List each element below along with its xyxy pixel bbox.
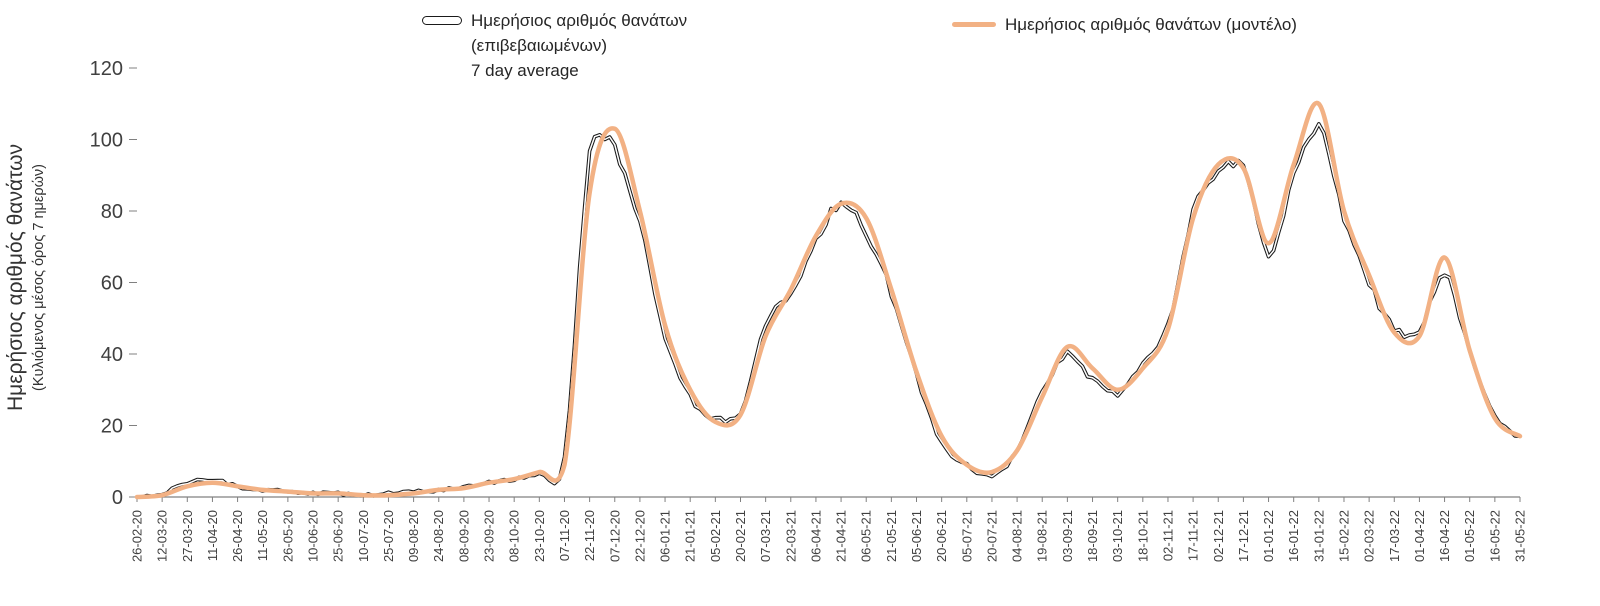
x-tick-label: 26-04-20 (230, 510, 245, 562)
x-tick-label: 03-09-21 (1060, 510, 1075, 562)
x-tick-label: 25-07-20 (381, 510, 396, 562)
x-tick-label: 20-06-21 (934, 510, 949, 562)
x-tick-label: 24-08-20 (431, 510, 446, 562)
x-tick-label: 08-09-20 (456, 510, 471, 562)
x-tick-label: 02-12-21 (1211, 510, 1226, 562)
x-tick-label: 04-08-21 (1010, 510, 1025, 562)
legend-confirmed-line3: 7 day average (471, 61, 579, 80)
legend-confirmed-text: Ημερήσιος αριθμός θανάτων (επιβεβαιωμένω… (471, 8, 687, 83)
y-axis-title-sub: (Κυλιόμενος μέσος όρος 7 ημερών) (31, 164, 47, 391)
x-tick-label: 10-06-20 (306, 510, 321, 562)
axes (129, 67, 1521, 502)
x-tick-label: 26-05-20 (280, 510, 295, 562)
x-tick-label: 22-03-21 (783, 510, 798, 562)
y-axis-tick-labels: 0 20 40 60 80 100 120 (90, 58, 123, 509)
legend-confirmed-line1: Ημερήσιος αριθμός θανάτων (471, 11, 688, 30)
y-axis-title-main: Ημερήσιος αριθμός θανάτων (4, 143, 27, 412)
x-tick-label: 05-02-21 (708, 510, 723, 562)
x-tick-label: 17-12-21 (1236, 510, 1251, 562)
y-tick-label: 60 (101, 273, 123, 295)
legend-model-label: Ημερήσιος αριθμός θανάτων (μοντέλο) (1005, 15, 1297, 34)
x-tick-label: 07-11-20 (557, 510, 572, 561)
x-tick-label: 09-08-20 (406, 510, 421, 562)
legend-confirmed-line2: (επιβεβαιωμένων) (471, 36, 608, 55)
x-tick-label: 20-02-21 (733, 510, 748, 562)
x-tick-label: 02-03-22 (1362, 510, 1377, 562)
x-tick-label: 06-04-21 (808, 510, 823, 562)
x-tick-label: 31-05-22 (1513, 510, 1528, 562)
x-tick-label: 21-05-21 (884, 510, 899, 562)
y-tick-label: 20 (101, 416, 123, 438)
y-tick-label: 80 (101, 201, 123, 223)
x-tick-label: 16-04-22 (1437, 510, 1452, 562)
x-tick-label: 25-06-20 (331, 510, 346, 562)
x-tick-label: 22-12-20 (632, 510, 647, 562)
x-tick-label: 23-10-20 (532, 510, 547, 562)
x-tick-label: 05-06-21 (909, 510, 924, 562)
x-tick-label: 06-05-21 (859, 510, 874, 562)
y-tick-label: 0 (112, 487, 123, 509)
x-tick-label: 15-02-22 (1336, 510, 1351, 562)
y-tick-label: 120 (90, 58, 123, 80)
x-tick-label: 01-01-22 (1261, 510, 1276, 562)
x-tick-label: 11-05-20 (255, 510, 270, 561)
x-axis-tick-labels: 26-02-20 12-03-20 27-03-20 11-04-20 26-04-20… (130, 510, 1528, 562)
legend-item-model: Ημερήσιος αριθμός θανάτων (μοντέλο) (952, 12, 1297, 37)
model-series-marker-icon (952, 22, 996, 27)
x-tick-label: 16-01-22 (1286, 510, 1301, 562)
x-tick-label: 27-03-20 (180, 510, 195, 562)
x-tick-label: 17-03-22 (1387, 510, 1402, 562)
x-tick-label: 31-01-22 (1311, 510, 1326, 562)
x-tick-label: 18-09-21 (1085, 510, 1100, 562)
x-tick-label: 03-10-21 (1110, 510, 1125, 562)
x-tick-label: 23-09-20 (482, 510, 497, 562)
x-tick-label: 01-05-22 (1462, 510, 1477, 562)
x-tick-label: 12-03-20 (155, 510, 170, 562)
x-tick-label: 10-07-20 (356, 510, 371, 562)
x-tick-label: 22-11-20 (582, 510, 597, 561)
y-tick-label: 100 (90, 130, 123, 152)
x-tick-label: 07-03-21 (758, 510, 773, 562)
x-tick-label: 06-01-21 (658, 510, 673, 562)
x-tick-label: 16-05-22 (1487, 510, 1502, 562)
series-confirmed-line-core (137, 123, 1521, 498)
x-tick-label: 21-04-21 (834, 510, 849, 562)
x-tick-label: 18-10-21 (1135, 510, 1150, 562)
x-tick-label: 20-07-21 (984, 510, 999, 562)
series-model-line (134, 100, 1523, 500)
y-axis-title: Ημερήσιος αριθμός θανάτων (Κυλιόμενος μέ… (4, 55, 47, 500)
x-tick-label: 07-12-20 (607, 510, 622, 562)
x-tick-label: 26-02-20 (130, 510, 145, 562)
x-tick-label: 02-11-21 (1160, 510, 1175, 561)
legend-item-confirmed: Ημερήσιος αριθμός θανάτων (επιβεβαιωμένω… (422, 8, 687, 83)
confirmed-series-marker-icon (422, 16, 462, 25)
x-tick-label: 19-08-21 (1035, 510, 1050, 562)
x-tick-label: 01-04-22 (1412, 510, 1427, 562)
x-tick-label: 05-07-21 (959, 510, 974, 562)
x-tick-label: 17-11-21 (1186, 510, 1201, 561)
x-tick-label: 08-10-20 (507, 510, 522, 562)
series-confirmed-line (137, 122, 1521, 499)
x-tick-label: 21-01-21 (683, 510, 698, 562)
x-tick-label: 11-04-20 (205, 510, 220, 561)
y-tick-label: 40 (101, 344, 123, 366)
